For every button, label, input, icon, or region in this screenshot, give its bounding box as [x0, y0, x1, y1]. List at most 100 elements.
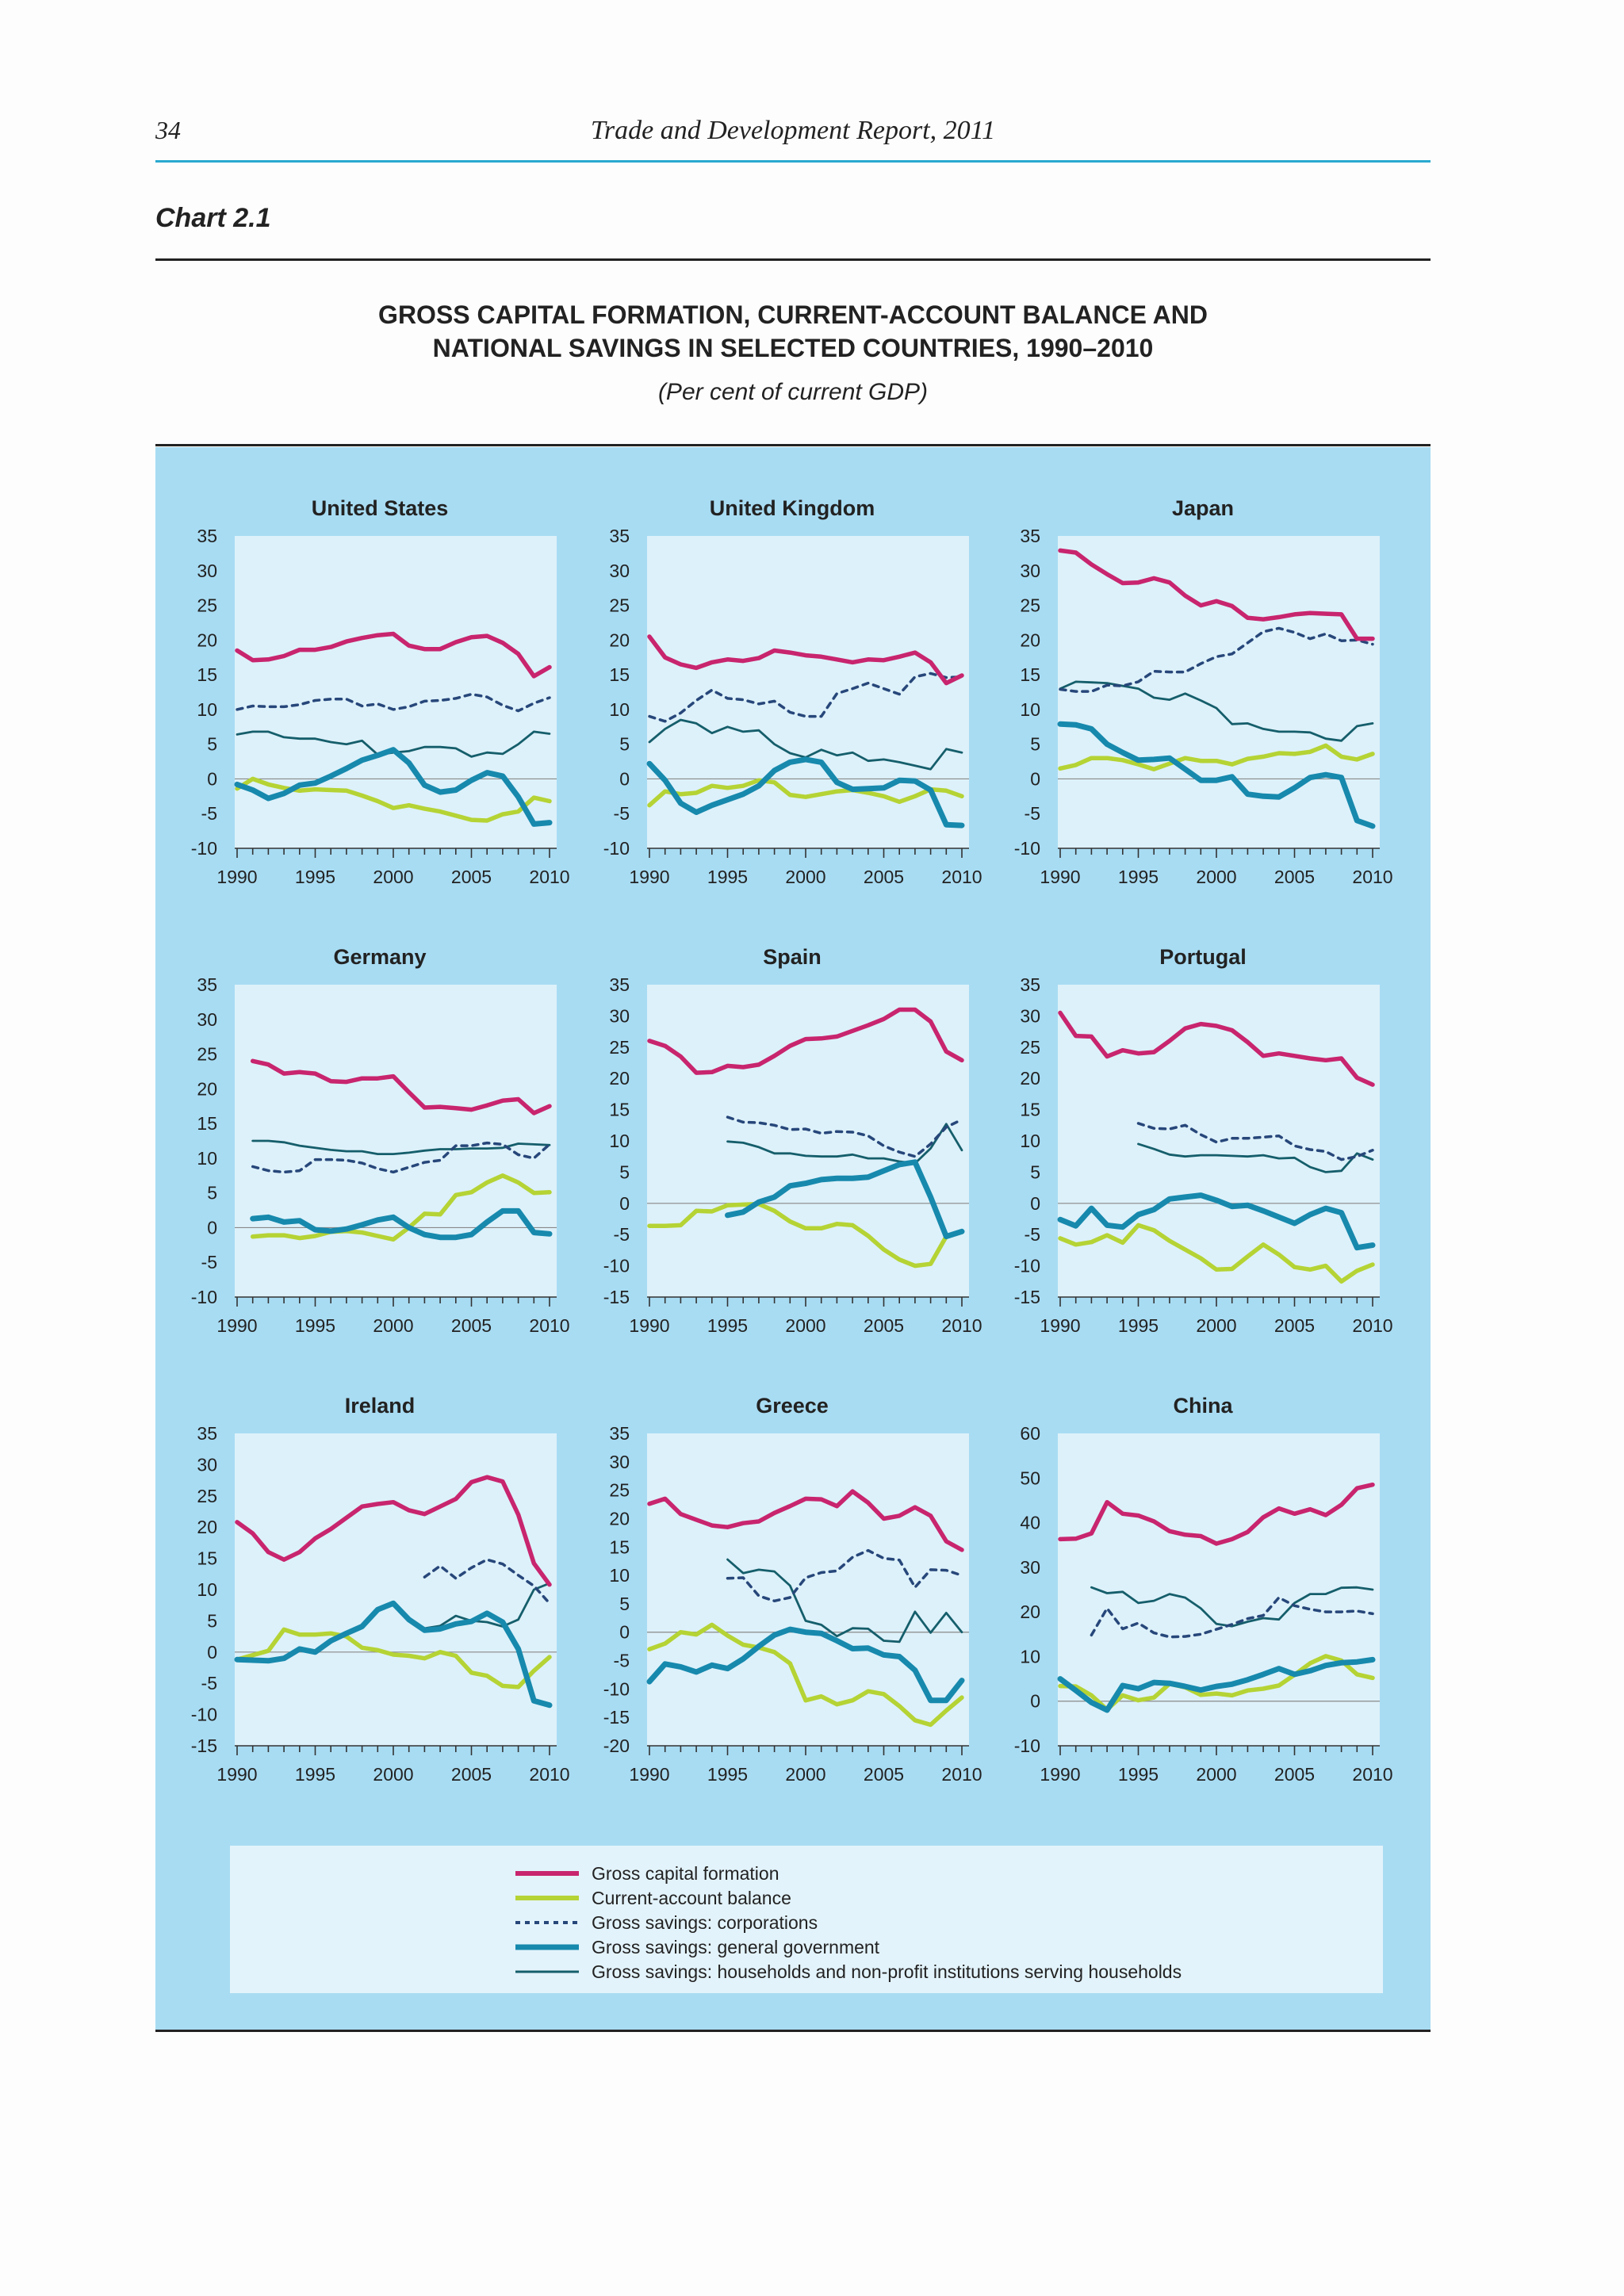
- y-tick-label: 0: [619, 1193, 630, 1214]
- y-tick-label: 10: [197, 699, 217, 720]
- y-tick-label: 25: [1020, 595, 1040, 616]
- x-tick-label: 1990: [629, 867, 669, 887]
- series-line-gross-savings-households-and-non-profit-institutions-serving-households: [1090, 1586, 1374, 1628]
- legend-swatch: [515, 1970, 579, 1973]
- series-line-gross-capital-formation: [647, 634, 964, 686]
- y-tick-label: 15: [609, 664, 630, 685]
- x-tick-label: 2005: [1274, 1315, 1315, 1336]
- y-tick-label: -5: [614, 803, 630, 824]
- series-line-gross-capital-formation: [647, 1489, 964, 1552]
- x-tick-label: 2000: [373, 1315, 413, 1336]
- x-tick-label: 2000: [373, 1764, 413, 1785]
- chart-title-line2: NATIONAL SAVINGS IN SELECTED COUNTRIES, …: [432, 334, 1154, 362]
- y-tick-label: -10: [603, 838, 630, 859]
- legend-label: Gross capital formation: [592, 1863, 779, 1884]
- y-tick-label: 10: [197, 1579, 217, 1600]
- y-tick-label: 25: [197, 1044, 217, 1065]
- y-tick-label: 25: [609, 595, 630, 616]
- y-tick-label: 35: [197, 526, 217, 546]
- y-tick-label: 30: [197, 561, 217, 581]
- panel-title: Spain: [763, 945, 822, 969]
- series-line-gross-savings-general-government: [1057, 1656, 1376, 1713]
- x-tick-label: 2010: [1352, 1315, 1392, 1336]
- plot-area: [235, 536, 557, 848]
- y-tick-label: -10: [1014, 1735, 1040, 1756]
- plot-area: [235, 1433, 557, 1746]
- legend-swatch: [515, 1871, 579, 1876]
- x-tick-label: 2010: [941, 867, 982, 887]
- y-tick-label: 30: [1020, 561, 1040, 581]
- x-tick-label: 2005: [864, 867, 904, 887]
- header-rule: [155, 160, 1431, 163]
- y-tick-label: -5: [201, 1252, 217, 1272]
- x-tick-label: 2000: [785, 867, 825, 887]
- series-line-gross-capital-formation: [235, 1475, 552, 1587]
- series-line-gross-savings-corporations: [648, 672, 963, 723]
- y-tick-label: -10: [1014, 838, 1040, 859]
- y-tick-label: 30: [197, 1009, 217, 1030]
- x-tick-label: 2005: [864, 1764, 904, 1785]
- series-line-gross-savings-general-government: [725, 1159, 965, 1240]
- plot-area: [1058, 536, 1380, 848]
- y-tick-label: 0: [1030, 1691, 1040, 1712]
- y-tick-label: 10: [1020, 1646, 1040, 1667]
- y-tick-label: -20: [603, 1735, 630, 1756]
- y-tick-label: 15: [1020, 1100, 1040, 1120]
- x-tick-label: 2000: [785, 1764, 825, 1785]
- y-tick-label: 5: [619, 1594, 630, 1614]
- y-tick-label: 10: [609, 1131, 630, 1151]
- x-tick-label: 2010: [529, 867, 569, 887]
- legend-label: Current-account balance: [592, 1888, 791, 1908]
- y-tick-label: 30: [1020, 1557, 1040, 1578]
- series-line-gross-savings-corporations: [1059, 626, 1374, 693]
- x-tick-label: 1995: [1118, 1315, 1159, 1336]
- chart-japan: Japan -10 -5 0 5 10 15 20 25 30 35 1990 1995 2000 2005…: [1014, 496, 1393, 887]
- chart-greece: Greece -20 -15 -10 -5 0 5 10 15 20 25 30 35 1990 1995 2…: [603, 1394, 982, 1785]
- x-tick-label: 1995: [1118, 1764, 1159, 1785]
- panel-title: United Kingdom: [710, 496, 875, 520]
- y-tick-label: 30: [609, 561, 630, 581]
- y-tick-label: 20: [609, 1508, 630, 1529]
- y-tick-label: 35: [197, 1423, 217, 1444]
- y-tick-label: -5: [614, 1224, 630, 1245]
- series-line-gross-savings-general-government: [1057, 1192, 1376, 1251]
- y-tick-label: -5: [614, 1651, 630, 1671]
- y-tick-label: -5: [201, 803, 217, 824]
- series-line-gross-savings-households-and-non-profit-institutions-serving-households: [726, 1558, 963, 1644]
- y-tick-label: 30: [609, 1005, 630, 1026]
- y-tick-label: 20: [197, 1517, 217, 1537]
- y-tick-label: 5: [207, 1610, 217, 1631]
- y-tick-label: 15: [609, 1536, 630, 1557]
- x-tick-label: 1995: [707, 867, 748, 887]
- y-tick-label: 15: [197, 1113, 217, 1134]
- x-tick-label: 1990: [629, 1315, 669, 1336]
- x-tick-label: 1990: [216, 867, 257, 887]
- series-line-current-account-balance: [647, 778, 964, 808]
- y-tick-label: 20: [609, 629, 630, 650]
- chart-spain: Spain -15 -10 -5 0 5 10 15 20 25 30 35 1990 1995 2000 2…: [603, 945, 982, 1336]
- x-tick-label: 2000: [785, 1315, 825, 1336]
- series-line-gross-savings-general-government: [1057, 721, 1376, 829]
- y-tick-label: -5: [1025, 1224, 1040, 1245]
- x-tick-label: 1990: [1040, 867, 1080, 887]
- plot-area: [647, 536, 969, 848]
- plot-area: [647, 985, 969, 1297]
- y-tick-label: 30: [1020, 1005, 1040, 1026]
- y-tick-label: -5: [1025, 803, 1040, 824]
- x-tick-label: 2005: [451, 1315, 492, 1336]
- y-tick-label: 20: [197, 1078, 217, 1099]
- series-line-gross-capital-formation: [1058, 1010, 1375, 1087]
- y-tick-label: 20: [609, 1068, 630, 1089]
- x-tick-label: 2010: [941, 1764, 982, 1785]
- series-line-gross-capital-formation: [1058, 1482, 1375, 1546]
- series-line-gross-savings-corporations: [423, 1558, 551, 1605]
- y-tick-label: 5: [619, 1161, 630, 1182]
- x-tick-label: 2010: [529, 1764, 569, 1785]
- y-tick-label: 20: [1020, 629, 1040, 650]
- y-tick-label: 10: [197, 1148, 217, 1169]
- x-tick-label: 2000: [373, 867, 413, 887]
- panel-title: Japan: [1172, 496, 1234, 520]
- series-line-current-account-balance: [1058, 743, 1375, 771]
- x-tick-label: 1990: [1040, 1315, 1080, 1336]
- running-header-title: Trade and Development Report, 2011: [590, 116, 996, 145]
